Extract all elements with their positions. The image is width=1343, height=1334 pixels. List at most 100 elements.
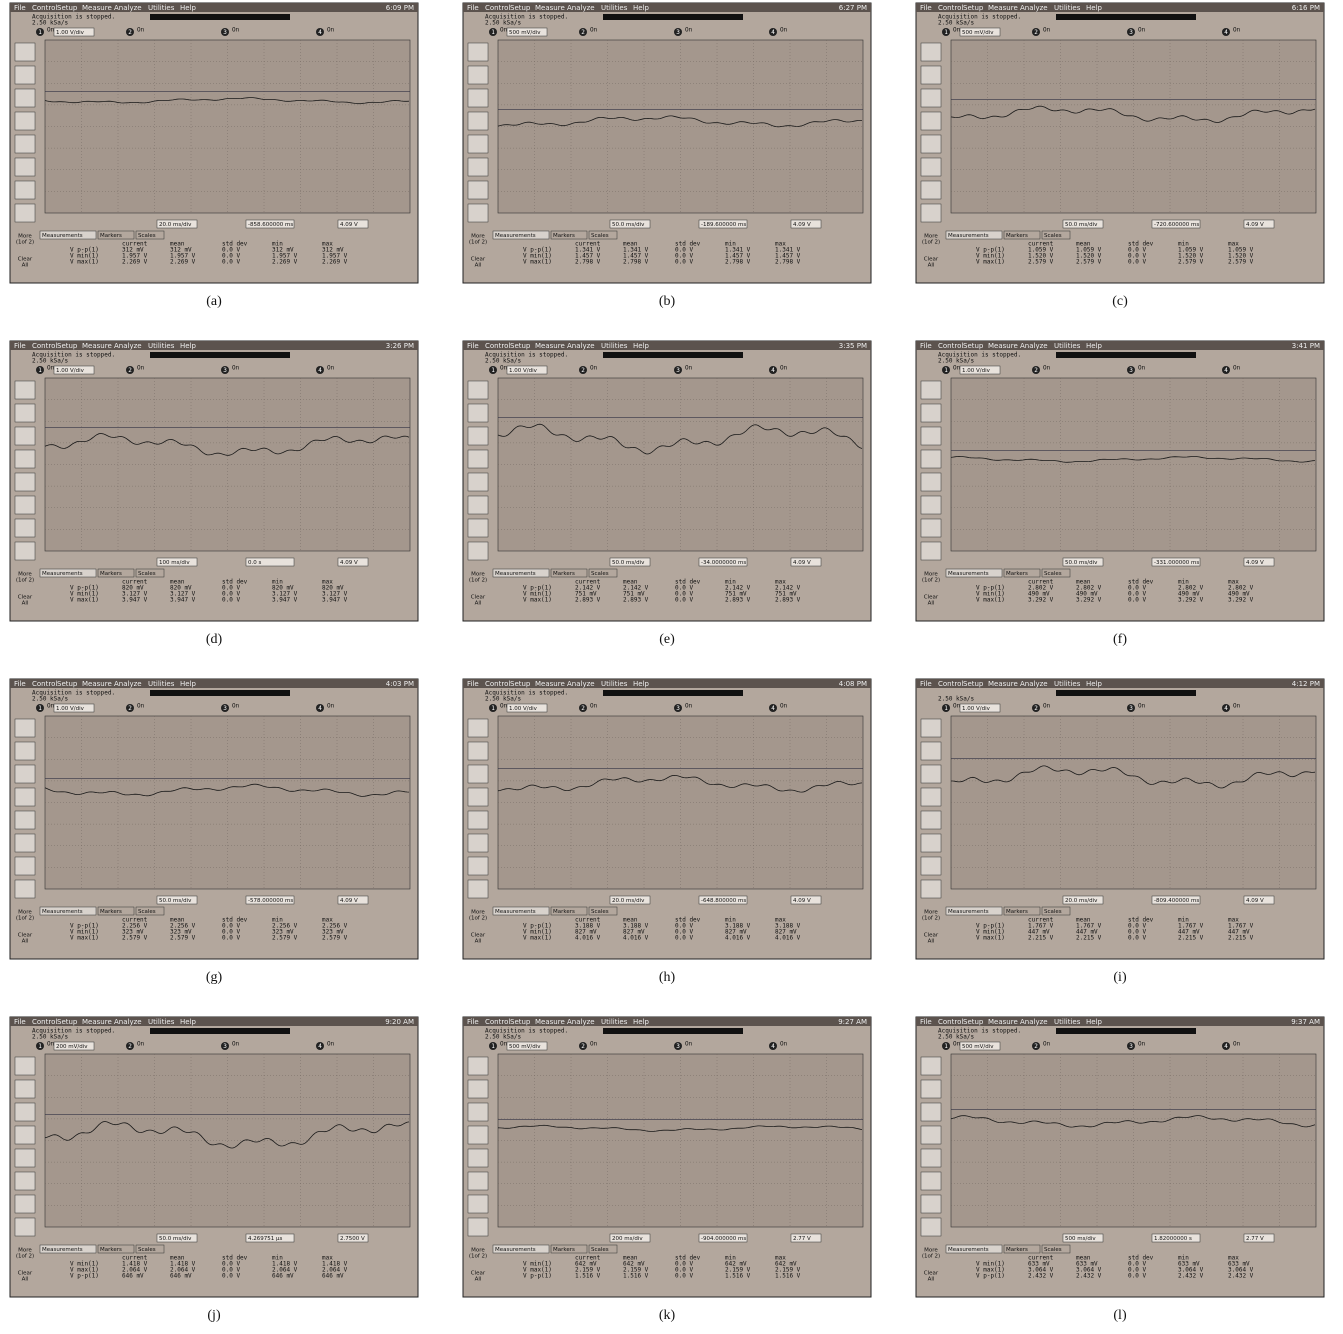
toolbar-button[interactable] — [15, 89, 35, 107]
menu-item[interactable]: File — [920, 680, 932, 688]
more-button[interactable]: (1of 2) — [16, 240, 34, 246]
menu-item[interactable]: Control — [938, 4, 963, 12]
menu-item[interactable]: Analyze — [567, 680, 595, 688]
menu-item[interactable]: Analyze — [114, 1018, 142, 1026]
toolbar-button[interactable] — [15, 742, 35, 760]
tab-label[interactable]: Measurements — [42, 909, 83, 915]
clear-button[interactable]: All — [475, 939, 482, 945]
toolbar-button[interactable] — [468, 496, 488, 514]
menu-item[interactable]: File — [920, 4, 932, 12]
menu-item[interactable]: Setup — [510, 680, 531, 688]
tab-label[interactable]: Scales — [138, 909, 156, 915]
tab-label[interactable]: Markers — [553, 233, 575, 239]
clear-button[interactable]: All — [928, 1277, 935, 1283]
toolbar-button[interactable] — [15, 404, 35, 422]
menu-item[interactable]: Utilities — [1054, 4, 1081, 12]
menu-item[interactable]: Help — [1086, 680, 1103, 688]
menu-item[interactable]: Setup — [510, 342, 531, 350]
menu-item[interactable]: Help — [1086, 1018, 1103, 1026]
tab-label[interactable]: Markers — [553, 571, 575, 577]
toolbar-button[interactable] — [15, 450, 35, 468]
toolbar-button[interactable] — [15, 66, 35, 84]
toolbar-button[interactable] — [468, 880, 488, 898]
menu-item[interactable]: Setup — [510, 4, 531, 12]
menu-item[interactable]: Utilities — [601, 4, 628, 12]
toolbar-button[interactable] — [468, 112, 488, 130]
clear-button[interactable]: All — [475, 263, 482, 269]
menu-item[interactable]: Control — [938, 342, 963, 350]
toolbar-button[interactable] — [921, 1080, 941, 1098]
toolbar-button[interactable] — [15, 719, 35, 737]
toolbar-button[interactable] — [921, 112, 941, 130]
tab-label[interactable]: Markers — [100, 909, 122, 915]
tab-label[interactable]: Measurements — [948, 1247, 989, 1253]
clear-button[interactable]: All — [22, 601, 29, 607]
menu-item[interactable]: Utilities — [148, 342, 175, 350]
tab-label[interactable]: Markers — [553, 909, 575, 915]
tab-label[interactable]: Markers — [553, 1247, 575, 1253]
tab-label[interactable]: Scales — [1044, 909, 1062, 915]
tab-label[interactable]: Scales — [591, 571, 609, 577]
menu-item[interactable]: File — [14, 680, 26, 688]
toolbar-button[interactable] — [15, 519, 35, 537]
toolbar-button[interactable] — [921, 181, 941, 199]
toolbar-button[interactable] — [921, 765, 941, 783]
menu-item[interactable]: Measure — [988, 4, 1018, 12]
menu-item[interactable]: Measure — [82, 680, 112, 688]
menu-item[interactable]: Control — [485, 680, 510, 688]
toolbar-button[interactable] — [15, 834, 35, 852]
menu-item[interactable]: Control — [32, 342, 57, 350]
toolbar-button[interactable] — [15, 880, 35, 898]
menu-item[interactable]: Help — [633, 342, 650, 350]
toolbar-button[interactable] — [15, 112, 35, 130]
clear-button[interactable]: All — [928, 263, 935, 269]
tab-label[interactable]: Scales — [591, 233, 609, 239]
tab-label[interactable]: Measurements — [495, 571, 536, 577]
tab-label[interactable]: Scales — [1044, 1247, 1062, 1253]
menu-item[interactable]: Utilities — [601, 680, 628, 688]
tab-label[interactable]: Measurements — [495, 1247, 536, 1253]
menu-item[interactable]: Utilities — [601, 342, 628, 350]
menu-item[interactable]: Utilities — [601, 1018, 628, 1026]
menu-item[interactable]: Measure — [535, 680, 565, 688]
toolbar-button[interactable] — [921, 834, 941, 852]
clear-button[interactable]: All — [22, 939, 29, 945]
toolbar-button[interactable] — [921, 158, 941, 176]
toolbar-button[interactable] — [15, 765, 35, 783]
menu-item[interactable]: Utilities — [148, 4, 175, 12]
menu-item[interactable]: Help — [180, 680, 197, 688]
menu-item[interactable]: File — [467, 680, 479, 688]
toolbar-button[interactable] — [921, 519, 941, 537]
menu-item[interactable]: Analyze — [114, 680, 142, 688]
more-button[interactable]: (1of 2) — [922, 240, 940, 246]
toolbar-button[interactable] — [921, 89, 941, 107]
menu-item[interactable]: Control — [938, 1018, 963, 1026]
tab-label[interactable]: Measurements — [495, 233, 536, 239]
toolbar-button[interactable] — [921, 135, 941, 153]
toolbar-button[interactable] — [468, 1195, 488, 1213]
toolbar-button[interactable] — [15, 1172, 35, 1190]
toolbar-button[interactable] — [15, 857, 35, 875]
menu-item[interactable]: Help — [633, 1018, 650, 1026]
toolbar-button[interactable] — [15, 788, 35, 806]
toolbar-button[interactable] — [921, 857, 941, 875]
menu-item[interactable]: Control — [32, 4, 57, 12]
toolbar-button[interactable] — [15, 1218, 35, 1236]
more-button[interactable]: (1of 2) — [469, 916, 487, 922]
menu-item[interactable]: Analyze — [567, 4, 595, 12]
toolbar-button[interactable] — [468, 1057, 488, 1075]
toolbar-button[interactable] — [921, 43, 941, 61]
clear-button[interactable]: All — [475, 1277, 482, 1283]
toolbar-button[interactable] — [15, 381, 35, 399]
tab-label[interactable]: Markers — [1006, 233, 1028, 239]
toolbar-button[interactable] — [15, 158, 35, 176]
toolbar-button[interactable] — [921, 1172, 941, 1190]
toolbar-button[interactable] — [921, 811, 941, 829]
toolbar-button[interactable] — [921, 1057, 941, 1075]
menu-item[interactable]: Control — [485, 1018, 510, 1026]
menu-item[interactable]: Measure — [988, 680, 1018, 688]
menu-item[interactable]: Control — [485, 342, 510, 350]
toolbar-button[interactable] — [15, 1195, 35, 1213]
menu-item[interactable]: Measure — [988, 1018, 1018, 1026]
menu-item[interactable]: Measure — [988, 342, 1018, 350]
